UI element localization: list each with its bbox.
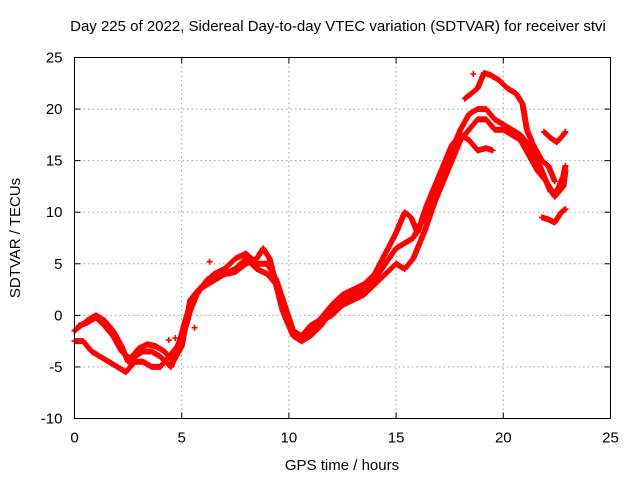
data-point bbox=[191, 324, 198, 331]
y-tick-label: 15 bbox=[46, 153, 63, 170]
y-tick-label: 10 bbox=[46, 204, 63, 221]
x-tick-label: 25 bbox=[602, 430, 619, 447]
data-point bbox=[562, 167, 569, 174]
data-point bbox=[165, 337, 172, 344]
y-tick-label: 0 bbox=[54, 307, 62, 324]
x-tick-label: 20 bbox=[495, 430, 512, 447]
data-point bbox=[562, 162, 569, 169]
data-point bbox=[172, 335, 179, 342]
y-tick-label: 20 bbox=[46, 101, 63, 118]
chart-title: Day 225 of 2022, Sidereal Day-to-day VTE… bbox=[70, 18, 606, 35]
data-point bbox=[206, 258, 213, 265]
x-tick-label: 0 bbox=[70, 430, 78, 447]
data-point bbox=[240, 252, 247, 259]
y-axis-label: SDTVAR / TECUs bbox=[7, 178, 24, 298]
plot-frame bbox=[74, 57, 611, 419]
y-tick-label: 5 bbox=[54, 256, 62, 273]
data-point bbox=[489, 147, 496, 154]
x-tick-label: 5 bbox=[178, 430, 186, 447]
data-point bbox=[562, 206, 569, 213]
data-points bbox=[71, 69, 569, 376]
axis-ticks: 0 5 10 15 20 25 -10 -5 0 5 10 15 20 25 bbox=[41, 50, 619, 447]
x-tick-label: 15 bbox=[388, 430, 405, 447]
y-tick-label: -10 bbox=[41, 411, 63, 428]
x-axis-label: GPS time / hours bbox=[285, 457, 399, 474]
data-point bbox=[470, 71, 477, 78]
data-point bbox=[551, 178, 558, 185]
data-point bbox=[562, 128, 569, 135]
y-tick-label: -5 bbox=[49, 359, 62, 376]
y-tick-label: 25 bbox=[46, 50, 63, 67]
x-tick-label: 10 bbox=[281, 430, 298, 447]
